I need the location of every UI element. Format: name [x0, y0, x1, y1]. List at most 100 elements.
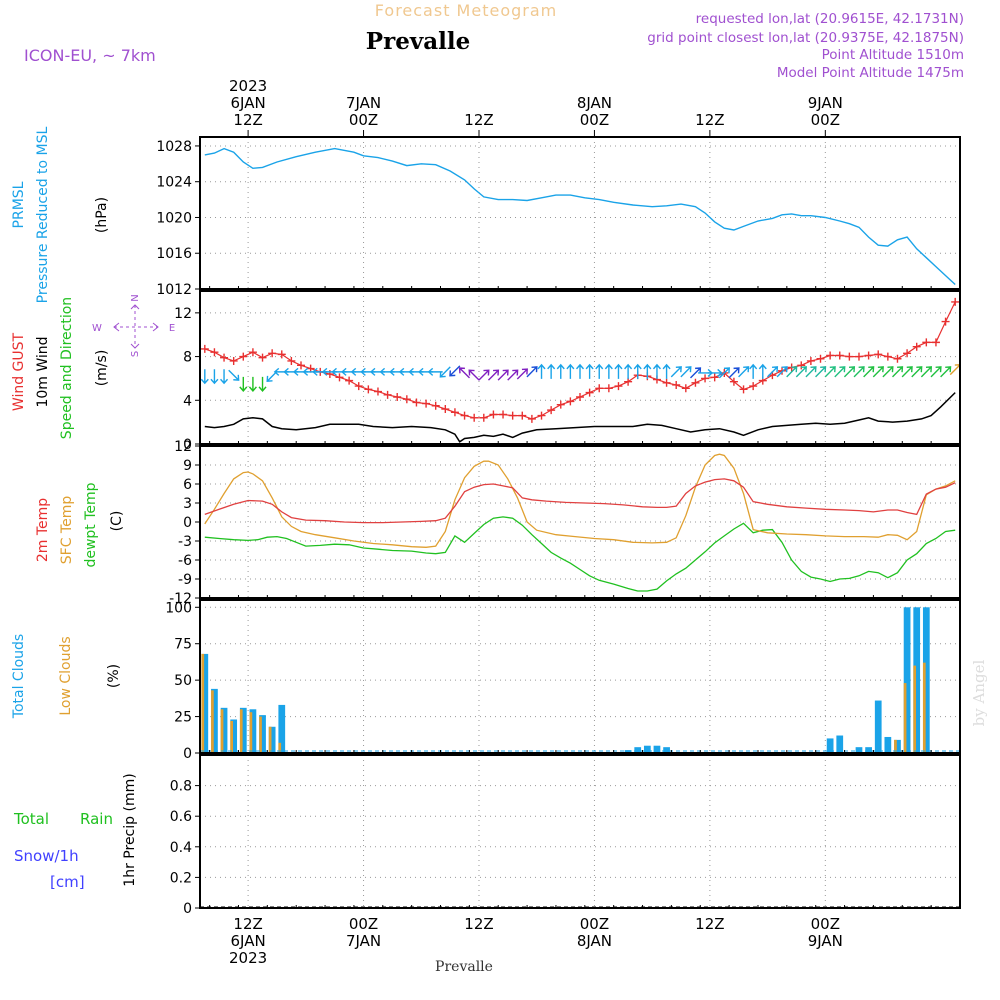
wind-arrow-shape: [815, 366, 827, 378]
wind-arrow-shape: [853, 366, 865, 378]
wind-arrow: [670, 366, 682, 378]
label-2m-temp: 2m Temp: [35, 498, 51, 562]
low-cloud-bar: [903, 683, 907, 753]
low-cloud-bar: [249, 712, 253, 753]
gust-marker: [710, 373, 719, 382]
wind-arrow: [258, 376, 267, 392]
panel-bg-pressure: [200, 137, 960, 289]
bottom-time-label: 12Z: [464, 915, 493, 933]
wind-arrow-shape: [689, 367, 702, 379]
label-speed-direction: Speed and Direction: [59, 297, 75, 439]
top-time-label: 8JAN: [577, 94, 612, 112]
wind-speed-line: [204, 392, 956, 443]
gust-marker: [739, 385, 748, 394]
label-cm: [cm]: [50, 873, 85, 891]
wind-arrow: [566, 363, 575, 379]
wind-arrow-shape: [643, 363, 652, 379]
wind-arrow-shape: [449, 365, 461, 377]
top-time-label: 6JAN: [231, 94, 266, 112]
wind-arrow-shape: [566, 363, 575, 379]
gust-marker: [701, 374, 710, 383]
ytick-label-precip: 0: [183, 901, 192, 917]
label-c: (C): [109, 511, 125, 532]
wind-arrow: [662, 363, 671, 379]
wind-arrow-shape: [248, 376, 257, 392]
wind-arrow: [652, 363, 661, 379]
grid-layer: [200, 137, 960, 908]
wind-arrow-shape: [882, 366, 894, 378]
wind-arrow-shape: [624, 363, 633, 379]
gust-marker: [335, 373, 344, 382]
ytick-label-precip: 0.2: [170, 870, 192, 886]
gust-marker: [220, 353, 229, 362]
total-cloud-bar: [894, 739, 901, 753]
station-title: Prevalle: [366, 28, 470, 55]
gust-marker: [941, 317, 950, 326]
gust-marker: [210, 348, 219, 357]
wind-arrow-shape: [758, 363, 767, 379]
gust-marker: [826, 351, 835, 360]
wind-arrow: [863, 366, 875, 378]
wind-arrow-shape: [749, 363, 758, 379]
wind-arrow: [526, 366, 538, 378]
compass-s: S: [130, 351, 141, 357]
wind-arrow-shape: [824, 366, 836, 378]
wind-arrow-shape: [200, 369, 209, 385]
compass-w: W: [92, 323, 102, 334]
low-cloud-bar: [922, 662, 926, 753]
wind-arrow-shape: [786, 366, 798, 378]
wind-arrow: [633, 363, 642, 379]
ytick-label-wind: 0: [183, 437, 192, 453]
wind-arrow-shape: [604, 363, 613, 379]
wind-arrow: [901, 366, 913, 378]
low-cloud-bar: [913, 665, 917, 753]
wind-arrow: [210, 369, 219, 385]
wind-arrow-shape: [670, 366, 682, 378]
gust-marker: [931, 338, 940, 347]
low-cloud-bar: [211, 690, 214, 753]
wind-arrow-shape: [228, 369, 240, 381]
wind-arrow: [843, 366, 856, 378]
wind-arrow-shape: [652, 363, 661, 379]
panel-bg-clouds: [200, 600, 960, 753]
wind-arrow-shape: [892, 366, 904, 378]
wind-arrow: [749, 363, 758, 379]
ytick-label-temp: -12: [169, 591, 192, 607]
low-cloud-bar: [268, 726, 272, 753]
gust-marker: [547, 406, 556, 415]
gust-marker: [499, 410, 508, 419]
wind-arrow: [872, 366, 884, 378]
gust-marker: [527, 414, 536, 423]
requested-coords: requested lon,lat (20.9615E, 42.1731N): [696, 11, 964, 27]
gust-marker: [345, 376, 354, 385]
top-time-label: 00Z: [811, 111, 840, 129]
ytick-label-wind: 8: [183, 350, 192, 366]
wind-arrow: [624, 363, 633, 379]
wind-arrow: [689, 367, 702, 379]
wind-arrow: [882, 366, 894, 378]
wind-arrow-shape: [537, 363, 546, 379]
ytick-label-temp: -6: [178, 553, 192, 569]
wind-arrow-shape: [595, 363, 604, 379]
total-cloud-bar: [201, 653, 209, 753]
wind-arrow-shape: [526, 366, 538, 378]
ytick-label-clouds: 75: [174, 637, 192, 653]
wind-arrow-shape: [497, 369, 509, 381]
gust-marker: [431, 401, 440, 410]
wind-arrow-shape: [210, 369, 219, 385]
gust-marker: [556, 400, 565, 409]
wind-arrow: [815, 366, 827, 378]
gust-marker: [479, 413, 488, 422]
wind-arrow: [507, 369, 519, 381]
gust-marker: [402, 395, 411, 404]
gust-marker: [373, 387, 382, 396]
ytick-label-precip: 0.4: [170, 840, 192, 856]
ytick-label-clouds: 50: [174, 673, 192, 689]
low-cloud-bar: [201, 653, 205, 753]
wind-arrow: [239, 376, 248, 392]
total-cloud-bar: [249, 709, 257, 753]
gust-marker: [691, 378, 700, 387]
total-cloud-bar: [913, 607, 921, 753]
ytick-label-temp: 0: [183, 515, 192, 531]
wind-arrow-shape: [458, 367, 471, 379]
